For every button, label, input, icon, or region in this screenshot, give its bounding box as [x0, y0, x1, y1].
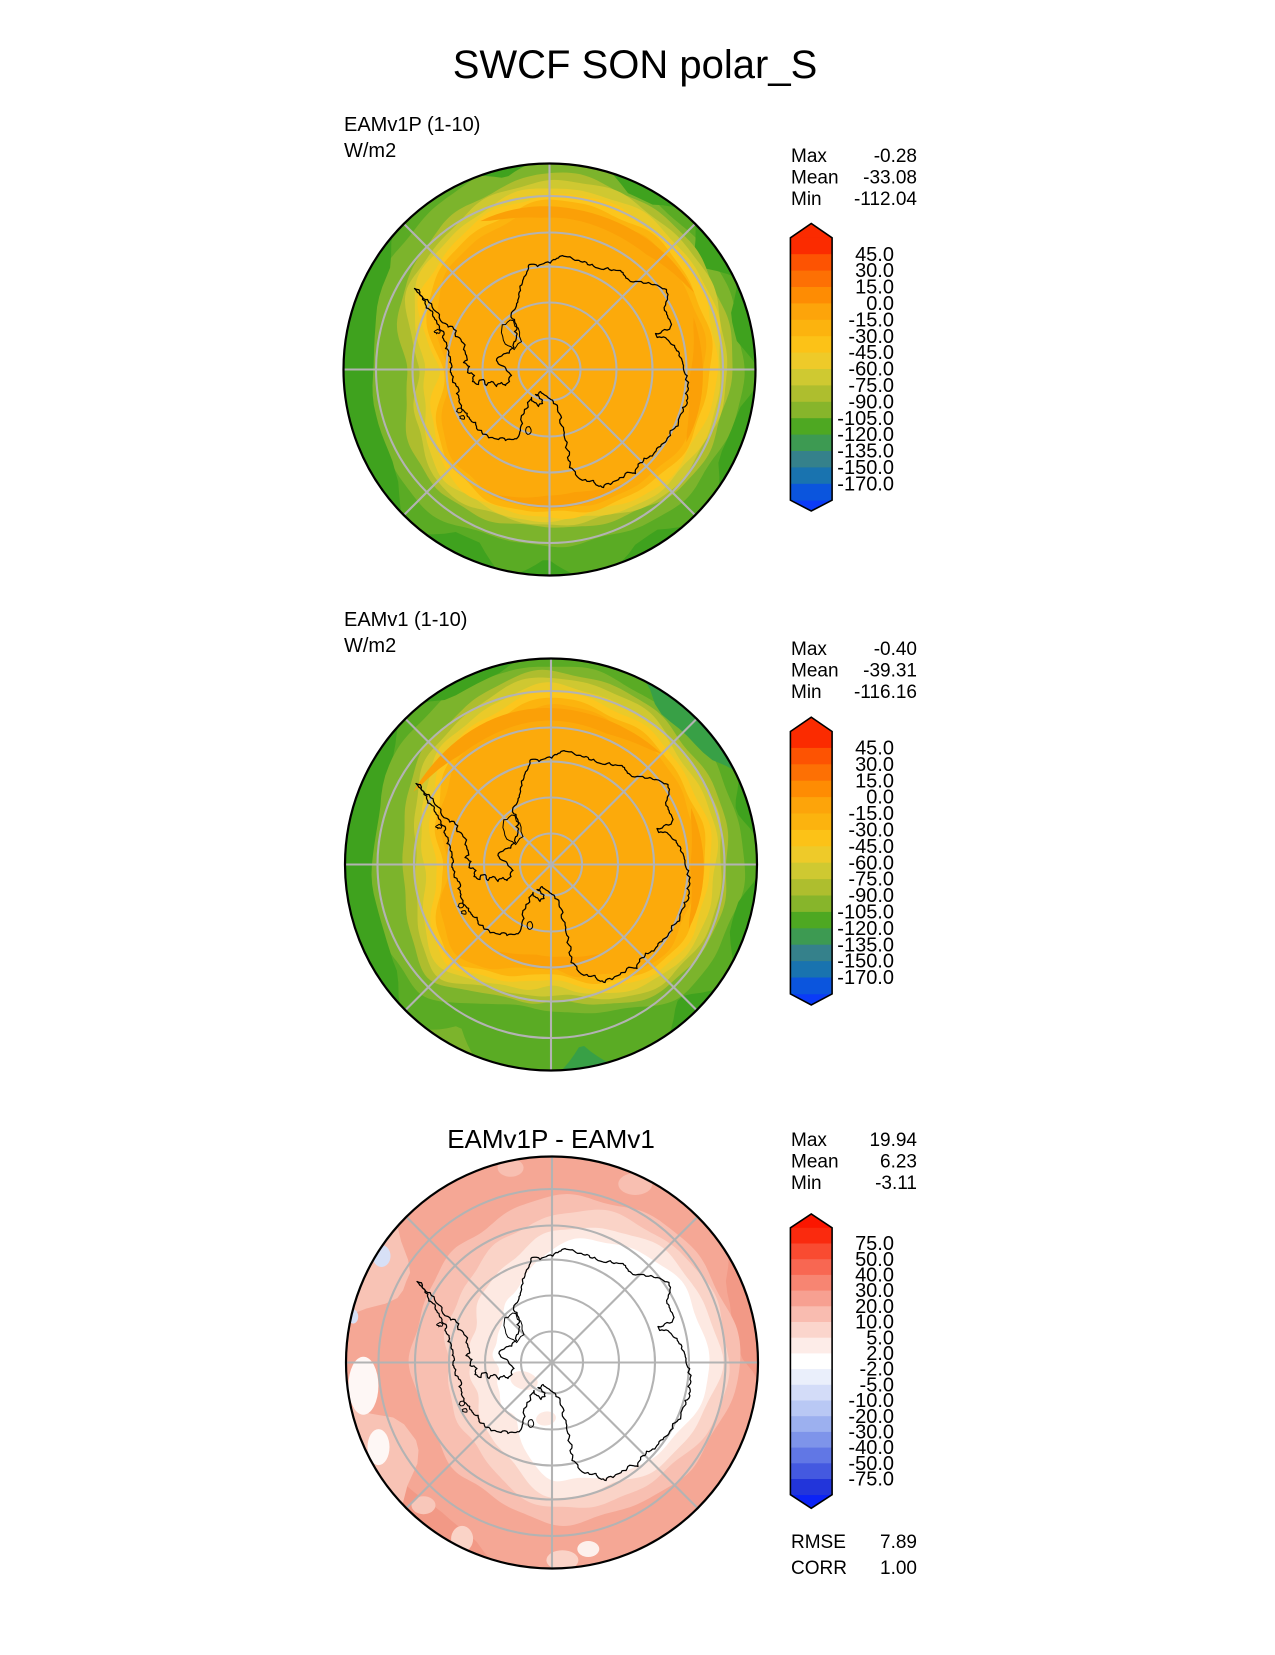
svg-text:-120.0: -120.0 — [837, 424, 894, 446]
svg-text:EAMv1P - EAMv1: EAMv1P - EAMv1 — [447, 1124, 655, 1154]
svg-text:45.0: 45.0 — [855, 244, 894, 266]
svg-text:20.0: 20.0 — [855, 1296, 894, 1318]
svg-text:-90.0: -90.0 — [848, 885, 894, 907]
svg-text:0.0: 0.0 — [866, 293, 894, 315]
svg-text:-60.0: -60.0 — [848, 359, 894, 381]
svg-text:-112.04: -112.04 — [854, 189, 917, 210]
svg-text:-150.0: -150.0 — [837, 951, 894, 973]
svg-text:-30.0: -30.0 — [848, 820, 894, 842]
svg-text:19.94: 19.94 — [869, 1130, 917, 1151]
svg-text:Max: Max — [791, 639, 827, 660]
svg-text:45.0: 45.0 — [855, 738, 894, 760]
svg-text:SWCF SON polar_S: SWCF SON polar_S — [453, 43, 818, 87]
svg-text:-3.11: -3.11 — [875, 1173, 917, 1194]
svg-text:Min: Min — [791, 682, 822, 703]
svg-text:EAMv1 (1-10): EAMv1 (1-10) — [344, 609, 467, 631]
svg-text:-170.0: -170.0 — [837, 473, 894, 495]
svg-text:-15.0: -15.0 — [848, 803, 894, 825]
svg-text:EAMv1P (1-10): EAMv1P (1-10) — [344, 114, 480, 136]
svg-text:Mean: Mean — [791, 168, 839, 189]
svg-text:30.0: 30.0 — [855, 1280, 894, 1302]
svg-text:-150.0: -150.0 — [837, 457, 894, 479]
svg-text:-75.0: -75.0 — [848, 375, 894, 397]
svg-text:RMSE: RMSE — [791, 1532, 846, 1553]
svg-text:-0.40: -0.40 — [874, 639, 917, 660]
svg-text:W/m2: W/m2 — [344, 140, 396, 162]
svg-text:30.0: 30.0 — [855, 260, 894, 282]
svg-text:Min: Min — [791, 1173, 822, 1194]
svg-text:40.0: 40.0 — [855, 1265, 894, 1287]
svg-text:1.00: 1.00 — [880, 1558, 917, 1579]
svg-text:5.0: 5.0 — [866, 1327, 894, 1349]
svg-text:-105.0: -105.0 — [837, 902, 894, 924]
svg-text:Mean: Mean — [791, 661, 839, 682]
svg-text:-20.0: -20.0 — [848, 1406, 894, 1428]
svg-text:-170.0: -170.0 — [837, 967, 894, 989]
svg-text:-15.0: -15.0 — [848, 309, 894, 331]
svg-text:Max: Max — [791, 1130, 827, 1151]
svg-text:W/m2: W/m2 — [344, 635, 396, 657]
svg-text:10.0: 10.0 — [855, 1312, 894, 1334]
svg-text:Max: Max — [791, 146, 827, 167]
svg-text:-40.0: -40.0 — [848, 1437, 894, 1459]
svg-text:15.0: 15.0 — [855, 277, 894, 299]
svg-text:-30.0: -30.0 — [848, 326, 894, 348]
svg-text:-135.0: -135.0 — [837, 934, 894, 956]
svg-text:-30.0: -30.0 — [848, 1422, 894, 1444]
svg-text:30.0: 30.0 — [855, 754, 894, 776]
svg-text:-116.16: -116.16 — [854, 682, 917, 703]
svg-text:0.0: 0.0 — [866, 787, 894, 809]
svg-text:2.0: 2.0 — [866, 1343, 894, 1365]
svg-text:-10.0: -10.0 — [848, 1390, 894, 1412]
svg-text:50.0: 50.0 — [855, 1249, 894, 1271]
svg-text:-45.0: -45.0 — [848, 342, 894, 364]
svg-text:Min: Min — [791, 189, 822, 210]
svg-text:-60.0: -60.0 — [848, 852, 894, 874]
svg-text:-75.0: -75.0 — [848, 1469, 894, 1491]
svg-text:75.0: 75.0 — [855, 1233, 894, 1255]
svg-text:7.89: 7.89 — [880, 1532, 917, 1553]
svg-text:6.23: 6.23 — [880, 1152, 917, 1173]
svg-text:15.0: 15.0 — [855, 770, 894, 792]
svg-text:-2.0: -2.0 — [860, 1359, 894, 1381]
svg-text:-135.0: -135.0 — [837, 441, 894, 463]
svg-text:-0.28: -0.28 — [874, 146, 917, 167]
svg-text:-5.0: -5.0 — [860, 1374, 894, 1396]
svg-text:-33.08: -33.08 — [863, 168, 917, 189]
svg-text:-105.0: -105.0 — [837, 408, 894, 430]
svg-text:CORR: CORR — [791, 1558, 847, 1579]
svg-text:-120.0: -120.0 — [837, 918, 894, 940]
svg-text:-50.0: -50.0 — [848, 1453, 894, 1475]
svg-text:Mean: Mean — [791, 1152, 839, 1173]
svg-text:-45.0: -45.0 — [848, 836, 894, 858]
svg-text:-75.0: -75.0 — [848, 869, 894, 891]
svg-text:-39.31: -39.31 — [863, 661, 917, 682]
svg-text:-90.0: -90.0 — [848, 391, 894, 413]
